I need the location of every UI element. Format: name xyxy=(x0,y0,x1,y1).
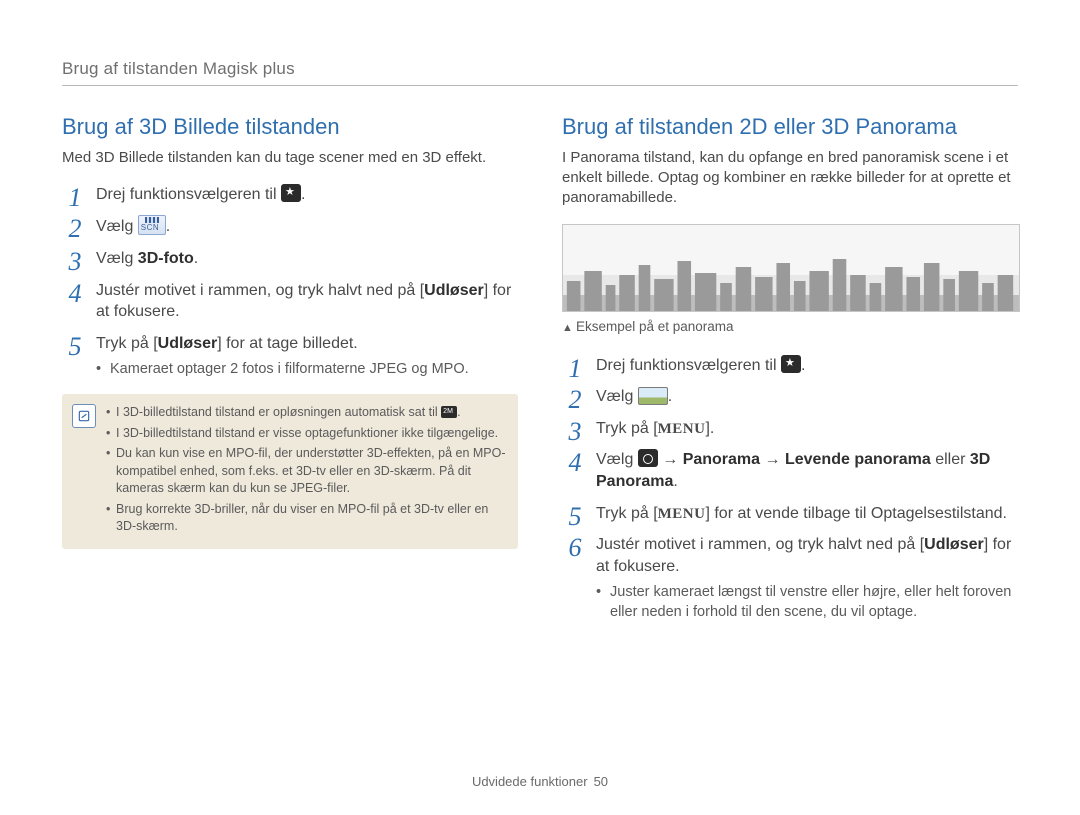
step-5: Tryk på [MENU] for at vende tilbage til … xyxy=(562,503,1018,525)
note-item: Du kan kun vise en MPO-fil, der understø… xyxy=(106,445,506,498)
substep: Juster kameraet længst til venstre eller… xyxy=(596,583,1018,622)
step-text: Drej funktionsvælgeren til xyxy=(96,186,281,203)
step-text-end: . xyxy=(194,250,198,267)
arrow-icon: → xyxy=(658,451,683,468)
arrow-icon: → xyxy=(760,451,785,468)
step-text: Justér motivet i rammen, og tryk halvt n… xyxy=(96,282,424,299)
step-text: Tryk på [ xyxy=(596,505,658,522)
step-text: Tryk på [ xyxy=(596,420,658,437)
intro-3d-photo: Med 3D Billede tilstanden kan du tage sc… xyxy=(62,148,518,168)
step-text-end: ]. xyxy=(705,420,714,437)
step-bold: Udløser xyxy=(158,335,218,352)
step-1: Drej funktionsvælgeren til . xyxy=(562,355,1018,377)
step-text-end: . xyxy=(166,218,170,235)
column-3d-photo: Brug af 3D Billede tilstanden Med 3D Bil… xyxy=(62,112,518,633)
note-item: Brug korrekte 3D-briller, når du viser e… xyxy=(106,501,506,536)
step-text: Vælg xyxy=(96,218,138,235)
step-2: Vælg . xyxy=(62,215,518,238)
mode-dial-icon xyxy=(281,184,301,202)
step-text: Tryk på [ xyxy=(96,335,158,352)
note-text-end: . xyxy=(457,405,460,419)
step-text-end: . xyxy=(673,473,677,490)
divider xyxy=(62,85,1018,86)
page-footer: Udvidede funktioner 50 xyxy=(0,773,1080,791)
step-bold: Udløser xyxy=(924,536,984,553)
step-text: Vælg xyxy=(596,388,638,405)
step-text-end: . xyxy=(801,357,805,374)
step-3: Tryk på [MENU]. xyxy=(562,418,1018,440)
menu-label: MENU xyxy=(658,421,706,437)
step-text: Drej funktionsvælgeren til xyxy=(596,357,781,374)
note-item: I 3D-billedtilstand tilstand er visse op… xyxy=(106,425,506,443)
scn-icon xyxy=(138,215,166,235)
steps-panorama: Drej funktionsvælgeren til . Vælg . Tryk… xyxy=(562,355,1018,623)
step-text: eller xyxy=(931,451,970,468)
menu-label: MENU xyxy=(658,506,706,522)
step-bold: Panorama xyxy=(683,451,760,468)
step-text: Justér motivet i rammen, og tryk halvt n… xyxy=(596,536,924,553)
step-4: Vælg → Panorama → Levende panorama eller… xyxy=(562,449,1018,492)
resolution-icon xyxy=(441,406,457,418)
step-text: Vælg xyxy=(96,250,138,267)
step-4: Justér motivet i rammen, og tryk halvt n… xyxy=(62,280,518,323)
breadcrumb: Brug af tilstanden Magisk plus xyxy=(62,58,1018,81)
note-text: I 3D-billedtilstand tilstand er opløsnin… xyxy=(116,405,441,419)
step-bold: Levende panorama xyxy=(785,451,931,468)
step-3: Vælg 3D-foto. xyxy=(62,248,518,270)
note-box: I 3D-billedtilstand tilstand er opløsnin… xyxy=(62,394,518,549)
mode-dial-icon xyxy=(781,355,801,373)
step-bold: Udløser xyxy=(424,282,484,299)
step-bold: 3D-foto xyxy=(138,250,194,267)
column-panorama: Brug af tilstanden 2D eller 3D Panorama … xyxy=(562,112,1018,633)
panorama-caption: Eksempel på et panorama xyxy=(562,318,1018,336)
step-text-end: ] for at vende tilbage til Optagelsestil… xyxy=(705,505,1007,522)
camera-icon xyxy=(638,449,658,467)
step-text-end: ] for at tage billedet. xyxy=(217,335,358,352)
step-2: Vælg . xyxy=(562,386,1018,408)
heading-3d-photo: Brug af 3D Billede tilstanden xyxy=(62,112,518,142)
step-6: Justér motivet i rammen, og tryk halvt n… xyxy=(562,534,1018,622)
footer-page: 50 xyxy=(594,774,608,789)
note-icon xyxy=(72,404,96,428)
step-text-end: . xyxy=(668,388,672,405)
note-item: I 3D-billedtilstand tilstand er opløsnin… xyxy=(106,404,506,422)
heading-panorama: Brug af tilstanden 2D eller 3D Panorama xyxy=(562,112,1018,142)
intro-panorama: I Panorama tilstand, kan du opfange en b… xyxy=(562,148,1018,209)
step-text: Vælg xyxy=(596,451,638,468)
step-text-end: . xyxy=(301,186,305,203)
panorama-illustration xyxy=(562,224,1020,312)
step-1: Drej funktionsvælgeren til . xyxy=(62,184,518,206)
panorama-icon xyxy=(638,387,668,405)
footer-section: Udvidede funktioner xyxy=(472,774,588,789)
step-5: Tryk på [Udløser] for at tage billedet. … xyxy=(62,333,518,380)
steps-3d-photo: Drej funktionsvælgeren til . Vælg . Vælg… xyxy=(62,184,518,380)
substep: Kameraet optager 2 fotos i filformaterne… xyxy=(96,360,518,380)
